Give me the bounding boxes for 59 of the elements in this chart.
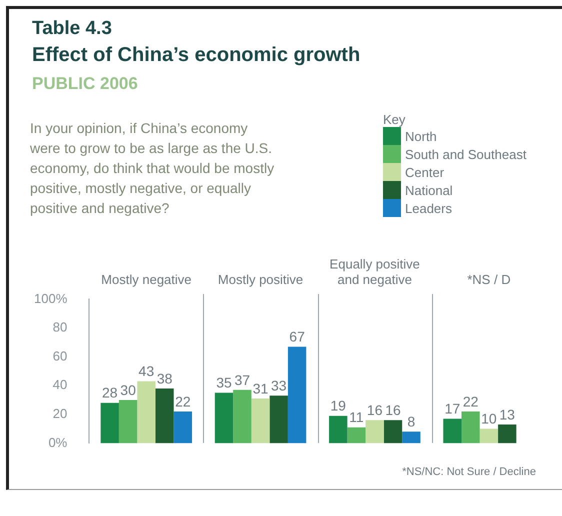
data-label: 17 [444, 400, 460, 417]
y-tick-label: 100% [34, 290, 68, 306]
data-label: 13 [499, 406, 516, 422]
legend-label: North [405, 128, 437, 144]
data-label: 8 [407, 414, 416, 430]
text: In your opinion, if China’s economy were to grow to be as large as the U.S. economy, do think that would be mostly positive, mostly negative, or equally positive and negative? [30, 119, 275, 218]
bar [233, 390, 252, 444]
bar [288, 346, 306, 444]
y-tick-label: 0% [48, 434, 68, 450]
bar [347, 427, 366, 444]
bar [118, 400, 138, 444]
legend-label: Center [405, 164, 444, 180]
data-label: 22 [175, 393, 191, 410]
data-label: 16 [385, 402, 401, 418]
legend-label: South and Southeast [405, 146, 526, 162]
x-tick-label: Mostly negative [101, 272, 192, 287]
bar [329, 416, 348, 444]
x-tick-label: Mostly positive [218, 272, 304, 287]
bar [384, 420, 402, 444]
chart-title: Effect of China’s economic growth [32, 44, 360, 67]
data-label: 16 [366, 402, 383, 418]
y-tick-label: 80 [52, 320, 68, 335]
data-label: 38 [156, 370, 173, 386]
y-tick-label: 20 [52, 406, 68, 421]
x-tick-label: *NS / D [467, 272, 511, 287]
legend-title: Key [383, 112, 406, 127]
caption: Table 4.3 [32, 18, 112, 40]
data-label: 67 [289, 328, 306, 345]
y-tick-label: 60 [52, 348, 68, 364]
data-label: 22 [462, 393, 479, 410]
data-label: 11 [349, 409, 364, 426]
legend-label: Leaders [405, 200, 452, 216]
bar [443, 418, 462, 444]
bar [251, 398, 270, 444]
bar [402, 432, 420, 444]
legend-label: National [405, 182, 453, 198]
bar [366, 420, 384, 444]
data-label: 37 [234, 372, 250, 388]
chart-subtitle: PUBLIC 2006 [32, 74, 138, 94]
y-tick-label: 40 [52, 377, 68, 392]
data-label: 33 [271, 378, 287, 394]
bar [270, 396, 288, 444]
data-label: 19 [330, 398, 346, 414]
bar [137, 381, 156, 444]
x-tick-label: Equally positive and negative [330, 256, 420, 287]
bar [100, 402, 119, 444]
bar [480, 428, 498, 444]
bar [214, 392, 234, 444]
data-label: 30 [120, 382, 136, 398]
bar [462, 412, 480, 444]
bar [174, 412, 192, 444]
text: *NS/NC: Not Sure / Decline [402, 466, 536, 478]
data-label: 43 [138, 363, 154, 380]
bar [498, 424, 516, 444]
data-label: 28 [102, 384, 118, 401]
data-label: 10 [481, 410, 497, 427]
bar [155, 388, 174, 444]
data-label: 35 [216, 374, 232, 391]
data-label: 31 [252, 380, 269, 396]
